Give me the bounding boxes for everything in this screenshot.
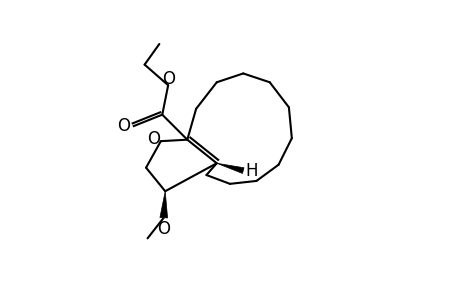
- Polygon shape: [216, 163, 244, 173]
- Text: O: O: [117, 117, 130, 135]
- Text: O: O: [146, 130, 160, 148]
- Text: O: O: [157, 220, 170, 238]
- Text: O: O: [161, 70, 174, 88]
- Polygon shape: [160, 191, 167, 218]
- Text: H: H: [245, 162, 258, 180]
